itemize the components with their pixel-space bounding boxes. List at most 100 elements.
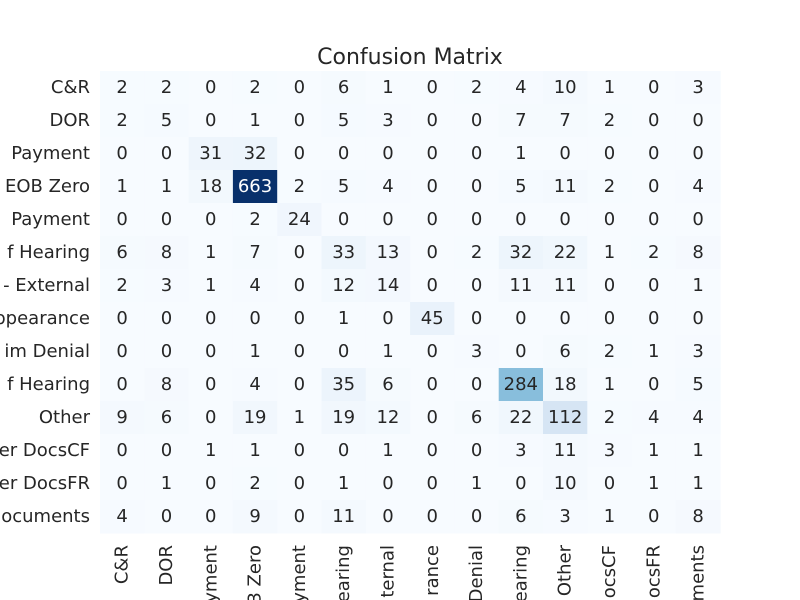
heatmap-cell — [365, 335, 411, 369]
cell-value-label: 33 — [332, 242, 355, 263]
cell-value-label: 19 — [244, 407, 267, 428]
cell-value-label: 11 — [554, 176, 577, 197]
heatmap-cell — [100, 269, 145, 303]
heatmap-cell — [675, 500, 721, 534]
cell-value-label: 0 — [161, 506, 172, 527]
heatmap-cell — [321, 137, 367, 171]
heatmap-cell — [188, 137, 234, 171]
cell-value-label: 0 — [427, 242, 438, 263]
cell-value-label: 0 — [604, 143, 615, 164]
heatmap-cell — [365, 104, 411, 138]
heatmap-cell — [144, 335, 190, 369]
heatmap-cell — [454, 401, 500, 435]
heatmap-cell — [100, 368, 145, 402]
cell-value-label: 2 — [249, 473, 260, 494]
heatmap-cell — [232, 368, 278, 402]
cell-value-label: 0 — [515, 308, 526, 329]
cell-value-label: 6 — [515, 506, 526, 527]
cell-value-label: 0 — [648, 110, 659, 131]
cell-value-label: 3 — [471, 341, 482, 362]
heatmap-cell — [587, 104, 633, 138]
cell-value-label: 0 — [471, 110, 482, 131]
cell-value-label: 3 — [161, 275, 172, 296]
cell-value-label: 112 — [548, 407, 582, 428]
chart-title: Confusion Matrix — [317, 45, 503, 70]
cell-value-label: 0 — [294, 242, 305, 263]
heatmap-cell — [144, 302, 190, 336]
heatmap-cell — [321, 203, 367, 237]
cell-value-label: 0 — [648, 308, 659, 329]
heatmap-cell — [454, 434, 500, 468]
cell-value-label: 0 — [471, 374, 482, 395]
heatmap-cell — [498, 71, 544, 105]
heatmap-cell — [587, 302, 633, 336]
heatmap-cell — [543, 170, 588, 204]
heatmap-cell — [277, 368, 322, 402]
cell-value-label: 0 — [294, 143, 305, 164]
heatmap-cell — [454, 203, 500, 237]
heatmap-cell — [100, 203, 145, 237]
cell-value-label: 4 — [382, 176, 393, 197]
heatmap-cell — [277, 104, 322, 138]
cell-value-label: 2 — [249, 209, 260, 230]
cell-value-label: 1 — [604, 242, 615, 263]
cell-value-label: 0 — [161, 143, 172, 164]
heatmap-cell — [543, 500, 588, 534]
cell-value-label: 5 — [338, 110, 349, 131]
heatmap-cell — [587, 500, 633, 534]
cell-value-label: 0 — [427, 143, 438, 164]
heatmap-cell — [277, 236, 322, 270]
heatmap-cell — [631, 71, 677, 105]
cell-value-label: 0 — [294, 341, 305, 362]
heatmap-cell — [232, 236, 278, 270]
cell-value-label: 0 — [338, 440, 349, 461]
heatmap-cell — [498, 467, 544, 501]
heatmap-cell — [232, 302, 278, 336]
row-tick-label: ppearance — [0, 308, 90, 329]
heatmap-cell — [631, 500, 677, 534]
cell-value-label: 0 — [515, 341, 526, 362]
heatmap-cell — [100, 170, 145, 204]
cell-value-label: 7 — [249, 242, 260, 263]
cell-value-label: 1 — [249, 110, 260, 131]
heatmap-cell — [631, 170, 677, 204]
cell-value-label: 1 — [648, 341, 659, 362]
heatmap-cell — [675, 203, 721, 237]
heatmap-cell — [543, 434, 588, 468]
cell-value-label: 7 — [515, 110, 526, 131]
heatmap-cell — [232, 335, 278, 369]
heatmap-cell — [144, 236, 190, 270]
cell-value-label: 2 — [161, 77, 172, 98]
cell-value-label: 2 — [116, 275, 127, 296]
heatmap-cell — [277, 203, 322, 237]
heatmap-cell — [454, 467, 500, 501]
cell-value-label: 9 — [116, 407, 127, 428]
heatmap-cell — [232, 401, 278, 435]
heatmap-cell — [410, 401, 455, 435]
heatmap-cell — [587, 368, 633, 402]
heatmap-cell — [410, 236, 455, 270]
cell-value-label: 0 — [382, 209, 393, 230]
heatmap-cell — [144, 401, 190, 435]
heatmap-cell — [321, 368, 367, 402]
cell-value-label: 0 — [427, 473, 438, 494]
cell-value-label: 8 — [161, 242, 172, 263]
heatmap-cell — [543, 104, 588, 138]
column-tick-label: ments — [688, 545, 709, 600]
heatmap-cell — [365, 203, 411, 237]
cell-value-label: 6 — [471, 407, 482, 428]
cell-value-label: 5 — [515, 176, 526, 197]
cell-value-label: 2 — [471, 77, 482, 98]
heatmap-cell — [587, 236, 633, 270]
cell-value-label: 0 — [338, 209, 349, 230]
heatmap-cell — [188, 104, 234, 138]
heatmap-cell — [321, 335, 367, 369]
cell-value-label: 0 — [294, 110, 305, 131]
cell-value-label: 0 — [338, 341, 349, 362]
cell-value-label: 7 — [559, 110, 570, 131]
heatmap-cell — [232, 170, 278, 204]
cell-value-label: 3 — [692, 77, 703, 98]
heatmap-cell — [587, 203, 633, 237]
cell-value-label: 0 — [648, 143, 659, 164]
